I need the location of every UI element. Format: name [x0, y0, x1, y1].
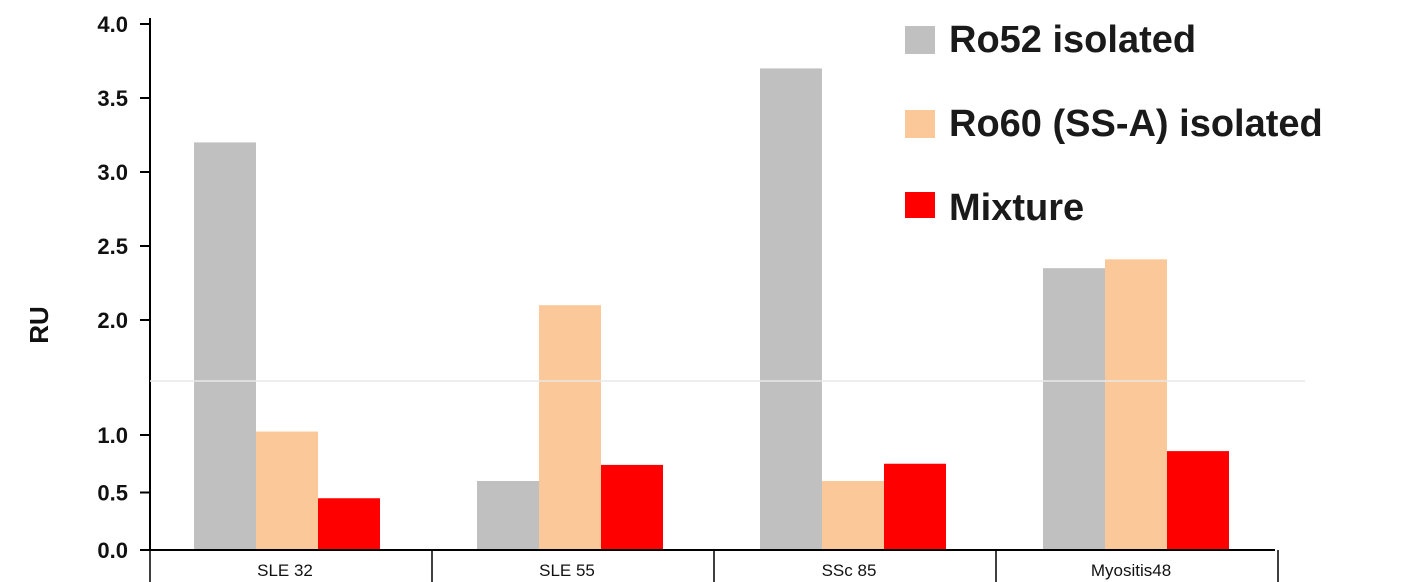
x-category-label: SLE 32 [257, 561, 313, 580]
y-tick-label: 0.5 [97, 481, 128, 506]
y-tick-label: 1.0 [97, 423, 128, 448]
bar [1043, 268, 1105, 550]
legend: Ro52 isolated Ro60 (SS-A) isolated Mixture [905, 19, 1323, 229]
y-tick-label: 4.0 [97, 12, 128, 37]
y-ticks-group: 0.0 0.5 1.0 2.0 2.5 3.0 3.5 4.0 [97, 12, 150, 563]
bar [477, 481, 539, 550]
bar [1167, 451, 1229, 550]
y-tick-label: 2.0 [97, 308, 128, 333]
legend-label: Mixture [949, 187, 1084, 229]
bar [601, 465, 663, 550]
bar [760, 68, 822, 550]
y-tick-label: 3.5 [97, 86, 128, 111]
x-labels-group: SLE 32 SLE 55 SSc 85 Myositis48 [150, 550, 1278, 582]
bar [884, 464, 946, 550]
y-axis-label: RU [24, 306, 54, 344]
legend-swatch [905, 26, 935, 54]
x-category-label: SLE 55 [539, 561, 595, 580]
bar [318, 498, 380, 550]
bar [1105, 259, 1167, 550]
legend-swatch [905, 192, 935, 218]
bar [822, 481, 884, 550]
y-tick-label: 3.0 [97, 160, 128, 185]
legend-swatch [905, 110, 935, 138]
legend-label: Ro60 (SS-A) isolated [949, 103, 1323, 145]
x-category-label: SSc 85 [822, 561, 877, 580]
legend-label: Ro52 isolated [949, 19, 1196, 61]
bar [256, 432, 318, 550]
x-category-label: Myositis48 [1091, 561, 1171, 580]
y-tick-label: 2.5 [97, 234, 128, 259]
bar [194, 142, 256, 550]
y-tick-label: 0.0 [97, 538, 128, 563]
bar [539, 305, 601, 550]
